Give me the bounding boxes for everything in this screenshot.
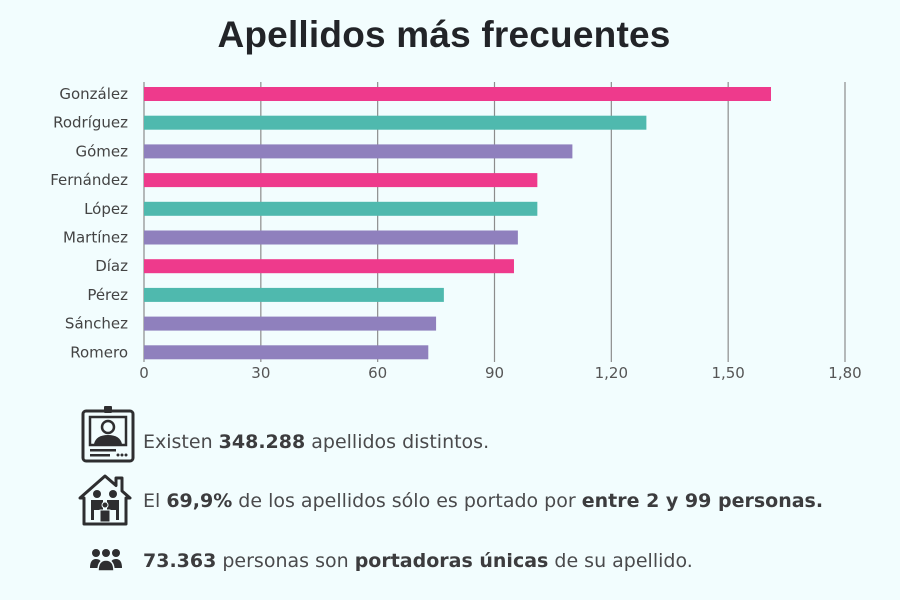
bar (144, 144, 573, 159)
x-tick-labels: 0 30 60 90 1,20 1,50 1,80 (139, 364, 861, 382)
category-label: Gómez (75, 142, 128, 160)
category-label: Martínez (63, 229, 128, 247)
category-label: Pérez (87, 286, 128, 304)
bar (144, 316, 437, 331)
id-badge-icon (80, 405, 136, 468)
x-tick-label: 0 (139, 364, 149, 382)
bars (144, 87, 772, 360)
category-label: Sánchez (65, 315, 128, 333)
info-text-part: de su apellido. (548, 550, 693, 572)
info-highlight-unique: portadoras únicas (354, 550, 549, 572)
category-label: Fernández (50, 171, 128, 189)
info-text-part: de los apellidos sólo es portado por (232, 490, 582, 512)
info-highlight-unique-count: 73.363 (143, 550, 217, 572)
bar-chart: González Rodríguez Gómez Fernández López Mart… (50, 82, 862, 382)
bar (144, 345, 429, 360)
bar (144, 87, 772, 101)
x-tick-label: 1,80 (828, 364, 861, 382)
bar (144, 115, 647, 130)
info-highlight-percentage: 69,9% (166, 490, 233, 512)
info-text-part: Existen (143, 431, 219, 453)
category-label: Rodríguez (53, 114, 128, 132)
info-highlight-range: entre 2 y 99 personas. (581, 490, 824, 512)
info-text-unique-bearers: 73.363 personas son portadoras únicas de… (143, 550, 693, 572)
info-text-percentage: El 69,9% de los apellidos sólo es portad… (143, 490, 823, 512)
x-tick-label: 1,50 (711, 364, 744, 382)
category-labels: González Rodríguez Gómez Fernández López Mart… (50, 85, 128, 361)
family-house-icon (76, 472, 134, 531)
x-tick-label: 90 (485, 364, 504, 382)
x-tick-label: 30 (251, 364, 270, 382)
info-text-part: personas son (216, 550, 355, 572)
category-label: López (84, 200, 128, 218)
x-tick-label: 60 (368, 364, 387, 382)
category-label: González (59, 85, 128, 103)
bar (144, 259, 514, 274)
category-label: Romero (70, 343, 128, 361)
info-highlight-count: 348.288 (218, 431, 306, 453)
group-people-icon (90, 548, 122, 577)
x-tick-label: 1,20 (595, 364, 628, 382)
bar (144, 287, 444, 302)
bar (144, 173, 538, 188)
info-text-part: El (143, 490, 167, 512)
info-text-part: apellidos distintos. (305, 431, 490, 453)
bar (144, 201, 538, 216)
info-text-surnames-count: Existen 348.288 apellidos distintos. (143, 431, 489, 453)
category-label: Díaz (95, 257, 128, 275)
chart-title: Apellidos más frecuentes (217, 14, 671, 55)
bar (144, 230, 518, 245)
